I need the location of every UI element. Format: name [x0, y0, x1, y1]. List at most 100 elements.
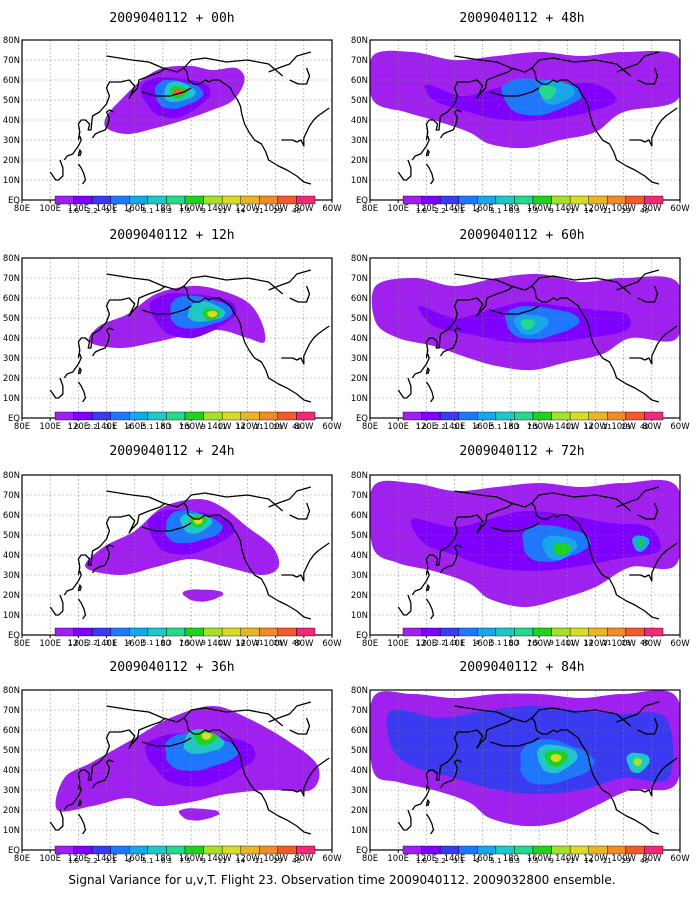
coastline [397, 594, 412, 616]
lon-tick-label: 120E [416, 854, 438, 864]
coastline [49, 377, 64, 399]
colorbar-swatch [184, 195, 204, 205]
lon-tick-label: 80W [294, 204, 314, 214]
colorbar-label: 21 [603, 423, 612, 431]
colorbar-swatch [184, 627, 204, 637]
coastline [425, 717, 515, 791]
colorbar-swatch [607, 411, 627, 421]
lat-tick-label: 10N [3, 394, 20, 404]
coastline [77, 502, 167, 576]
lat-tick-label: 20N [3, 374, 20, 384]
lon-tick-label: 100E [387, 422, 409, 432]
colorbar-swatch [588, 411, 608, 421]
colorbar-label: 7.5 [179, 639, 190, 647]
lon-tick-label: 140E [444, 422, 466, 432]
lat-tick-label: EQ [356, 196, 368, 206]
coastline [629, 325, 678, 365]
coastline [425, 813, 435, 835]
coastline [77, 163, 87, 185]
lat-tick-label: 10N [351, 176, 368, 186]
coastline [425, 598, 435, 620]
coastline [77, 813, 87, 835]
colorbar-label: 7.5 [527, 857, 538, 865]
coastlines [49, 486, 330, 620]
lat-tick-label: EQ [356, 631, 368, 641]
colorbar-swatch [569, 411, 589, 421]
colorbar-swatch [54, 195, 74, 205]
colorbar-swatch [458, 627, 478, 637]
lat-tick-label: 40N [351, 551, 368, 561]
lon-tick-label: 180 [503, 854, 519, 864]
colorbar-swatch [402, 627, 422, 637]
lat-tick-label: 50N [351, 746, 368, 756]
colorbar-label: 6.3 [161, 423, 172, 431]
lon-tick-label: 100W [263, 854, 288, 864]
colorbar-swatch [147, 411, 167, 421]
lat-tick-label: 60N [351, 294, 368, 304]
lat-tick-label: EQ [8, 846, 20, 856]
coastline [141, 522, 192, 532]
colorbar-label: 29 [621, 207, 630, 215]
coastlines [397, 486, 678, 620]
lat-tick-label: 50N [3, 96, 20, 106]
coastline [91, 759, 114, 789]
colorbar-label: 29 [273, 639, 282, 647]
coastline [411, 785, 430, 811]
coastline [637, 717, 659, 735]
colorbar-label: 9 [549, 423, 553, 431]
lon-tick-label: 100W [263, 422, 288, 432]
lon-tick-label: 160W [179, 854, 204, 864]
panel-title: 2009040112 + 72h [459, 444, 584, 459]
colorbar-label: 5.1 [142, 207, 153, 215]
lat-tick-label: 60N [3, 294, 20, 304]
map-plot: 80E 100E 120E 140E 160E 180 160W 140W 120W 100W 80… [3, 36, 342, 214]
colorbar-swatch [644, 195, 664, 205]
colorbar-swatch [110, 195, 130, 205]
shading-layer [55, 706, 320, 821]
lon-tick-label: 100W [611, 422, 636, 432]
gridlines [22, 40, 332, 200]
variance-contour [207, 310, 218, 318]
lon-tick-label: 80E [362, 204, 378, 214]
coastline [637, 67, 659, 85]
coastline [77, 367, 82, 375]
gridlines [370, 40, 680, 200]
lat-tick-label: 10N [351, 826, 368, 836]
colorbar-swatch [73, 411, 93, 421]
map-plot: 80E 100E 120E 140E 160E 180 160W 140W 120W 100W 80… [3, 254, 342, 432]
colorbar-swatch [203, 411, 223, 421]
lat-tick-label: 40N [3, 551, 20, 561]
coastlines [397, 269, 678, 403]
colorbar-label: 40 [292, 423, 301, 431]
lat-tick-label: 20N [3, 156, 20, 166]
colorbar-swatch [147, 195, 167, 205]
lon-tick-label: 100E [39, 639, 61, 649]
lon-tick-label: 60W [670, 854, 690, 864]
map-panel: 2009040112 + 24h 80E 100E 120E 140E 160E 180 16… [3, 444, 342, 649]
lon-tick-label: 100E [39, 422, 61, 432]
colorbar-swatch [166, 411, 186, 421]
lat-tick-label: 50N [3, 531, 20, 541]
lon-tick-label: 140E [96, 854, 118, 864]
coastline [489, 87, 540, 97]
colorbar-label: 14 [236, 639, 245, 647]
coastline [489, 737, 540, 747]
coastline [531, 67, 660, 185]
coastline [531, 717, 660, 835]
coastline [281, 542, 330, 582]
lat-tick-label: 40N [351, 334, 368, 344]
colorbar-swatch [221, 195, 241, 205]
colorbar-label: 3.1 [105, 423, 116, 431]
lat-tick-label: 10N [351, 611, 368, 621]
colorbar-label: 40 [292, 207, 301, 215]
colorbar-label: 4 [127, 207, 132, 215]
colorbar-label: 1.6 [68, 639, 80, 647]
lon-tick-label: 80E [362, 639, 378, 649]
coastline [454, 273, 632, 295]
colorbar-swatch [221, 411, 241, 421]
coastline [77, 149, 82, 157]
colorbar-swatch [439, 845, 459, 855]
map-plot: 80E 100E 120E 140E 160E 180 160W 140W 120W 100W 80… [3, 471, 342, 649]
coastline [268, 51, 312, 73]
colorbar-label: 3.1 [105, 207, 116, 215]
